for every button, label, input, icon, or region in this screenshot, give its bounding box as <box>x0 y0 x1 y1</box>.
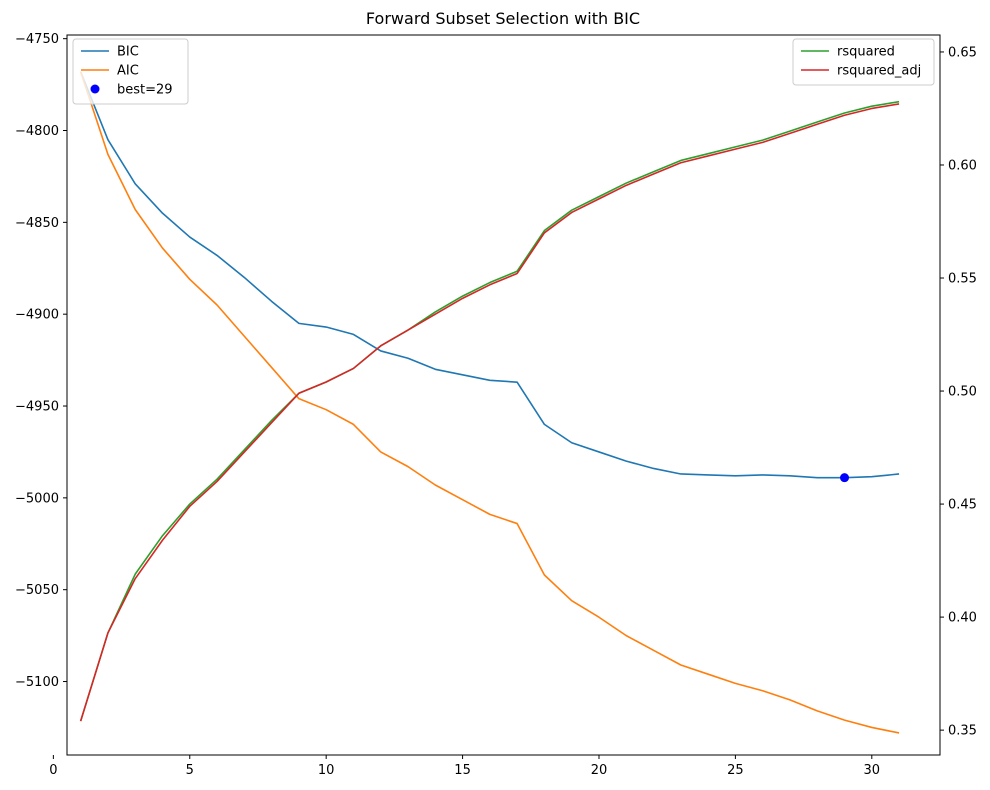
y-right-tick-label: 0.45 <box>948 498 977 513</box>
series-line-rsquared <box>79 100 900 722</box>
y-left-tick-label: −4850 <box>15 216 59 231</box>
series-line-bic <box>79 71 900 479</box>
y-left-tick-label: −4950 <box>15 400 59 415</box>
y-left-tick-label: −5050 <box>15 583 59 598</box>
legend-entry-label: BIC <box>117 45 139 60</box>
legend-entry-label: rsquared_adj <box>837 64 921 79</box>
x-tick-label: 10 <box>318 763 335 778</box>
y-left-tick-label: −5100 <box>15 675 59 690</box>
legend-entry-label: best=29 <box>117 83 173 98</box>
y-right-tick-label: 0.55 <box>948 272 977 287</box>
plot-area <box>66 34 941 756</box>
legend-left: BIC AIC best=29 <box>72 38 189 105</box>
chart-title: Forward Subset Selection with BIC <box>366 9 640 28</box>
x-tick-label: 20 <box>591 763 608 778</box>
series-group <box>79 71 900 734</box>
legend-entry-label: AIC <box>117 64 139 79</box>
series-line-aic <box>79 71 900 734</box>
best-point-marker <box>840 473 850 483</box>
x-tick-label: 15 <box>454 763 471 778</box>
x-tick-label: 5 <box>186 763 194 778</box>
legend-swatch-marker <box>90 84 100 94</box>
x-tick-label: 25 <box>727 763 744 778</box>
y-right-tick-label: 0.40 <box>948 611 977 626</box>
y-left-tick-label: −4750 <box>15 32 59 47</box>
x-tick-label: 30 <box>864 763 881 778</box>
y-right-tick-label: 0.35 <box>948 724 977 739</box>
y-left-tick-label: −5000 <box>15 491 59 506</box>
y-left-tick-label: −4900 <box>15 308 59 323</box>
y-axis-left: −5100 −5050 −5000 −4950 −4900 −4850 −4800 −4750 <box>15 32 67 690</box>
y-right-tick-label: 0.65 <box>948 45 977 60</box>
x-tick-label: 0 <box>49 763 57 778</box>
y-left-tick-label: −4800 <box>15 124 59 139</box>
series-line-rsquared-adj <box>79 103 900 722</box>
x-axis: 0 5 10 15 20 25 30 <box>49 755 880 778</box>
legend-entry-label: rsquared <box>837 45 895 60</box>
y-right-tick-label: 0.60 <box>948 158 977 173</box>
y-axis-right: 0.35 0.40 0.45 0.50 0.55 0.60 0.65 <box>940 45 977 739</box>
legend-right: rsquared rsquared_adj <box>792 38 935 86</box>
legend-box <box>72 38 189 105</box>
y-right-tick-label: 0.50 <box>948 385 977 400</box>
